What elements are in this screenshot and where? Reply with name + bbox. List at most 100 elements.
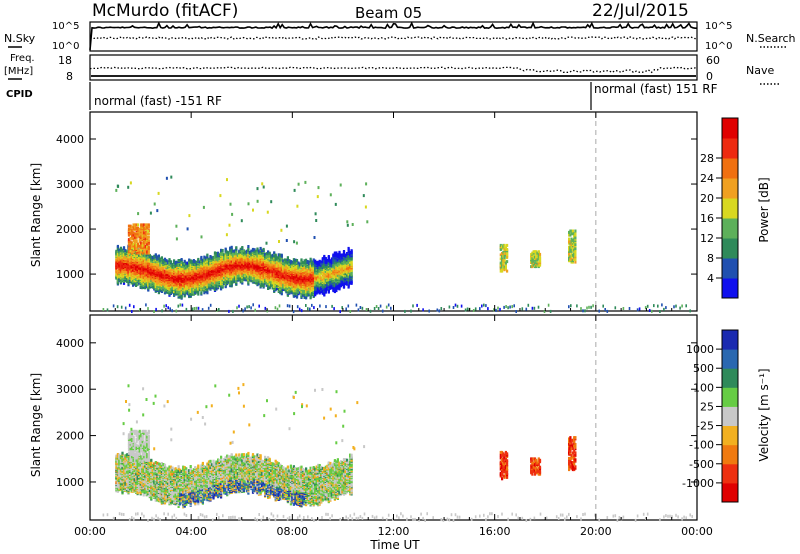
data-cell [156, 267, 159, 271]
data-cell [229, 261, 232, 265]
data-cell [233, 249, 236, 253]
data-cell [342, 284, 346, 288]
data-cell [180, 273, 183, 277]
data-cell [326, 278, 329, 282]
data-cell [262, 261, 265, 265]
data-cell [180, 278, 183, 282]
data-cell [163, 288, 167, 292]
data-cell [236, 253, 239, 256]
data-cell [203, 257, 206, 261]
data-cell [137, 234, 140, 238]
data-cell [148, 274, 151, 278]
data-cell [135, 232, 138, 236]
freq-lo-tick: 8 [66, 70, 73, 83]
data-cell [294, 292, 297, 296]
data-cell [147, 271, 150, 275]
data-cell [320, 283, 323, 287]
data-cell [262, 266, 265, 270]
data-cell [295, 259, 299, 262]
cpid-label: CPID [6, 89, 33, 100]
data-cell [244, 268, 247, 272]
station-title: McMurdo (fitACF) [92, 1, 238, 21]
data-cell [127, 281, 130, 285]
data-cell [135, 272, 138, 276]
data-cell [173, 268, 176, 272]
data-cell [130, 271, 133, 275]
data-cell [301, 268, 305, 271]
data-cell [236, 274, 239, 278]
data-cell [241, 258, 244, 262]
data-cell [176, 266, 179, 270]
data-cell [148, 258, 151, 262]
data-cell [169, 289, 173, 292]
beam-label: Beam 05 [355, 4, 422, 22]
data-cell [314, 259, 317, 263]
data-cell [308, 293, 311, 297]
data-cell [314, 262, 317, 266]
data-cell [118, 260, 121, 264]
data-cell [315, 287, 318, 291]
data-cell [195, 271, 198, 275]
data-cell [127, 283, 130, 287]
data-cell [327, 255, 330, 258]
data-cell [156, 280, 159, 284]
data-cell [162, 258, 165, 262]
data-cell [344, 272, 347, 276]
data-cell [192, 266, 195, 269]
data-cell [282, 259, 285, 263]
data-cell [180, 285, 183, 289]
data-cell [203, 291, 206, 295]
data-cell [277, 278, 280, 282]
data-cell [323, 292, 326, 296]
data-cell [332, 257, 335, 261]
data-cell [280, 280, 283, 284]
data-cell [229, 266, 232, 270]
data-cell [145, 278, 148, 282]
data-cell [150, 272, 153, 276]
data-cell [156, 271, 159, 275]
data-cell [298, 283, 302, 287]
data-cell [261, 249, 264, 253]
data-cell [274, 253, 277, 257]
data-cell [300, 258, 303, 262]
data-cell [177, 285, 180, 289]
data-cell [349, 275, 352, 279]
data-cell [300, 284, 303, 288]
data-cell [227, 256, 230, 260]
data-cell [215, 281, 218, 285]
data-cell [279, 253, 282, 257]
data-cell [291, 260, 294, 264]
data-cell [346, 273, 349, 277]
data-cell [289, 260, 292, 264]
data-cell [148, 261, 151, 265]
data-cell [242, 249, 245, 253]
data-cell [179, 263, 182, 266]
data-cell [185, 277, 188, 281]
data-cell [157, 277, 160, 281]
data-cell [160, 256, 163, 260]
data-cell [327, 274, 330, 278]
data-cell [209, 255, 212, 258]
data-cell [198, 271, 201, 275]
data-cell [301, 272, 305, 275]
data-cell [311, 292, 314, 295]
data-cell [349, 278, 352, 282]
data-cell [135, 223, 138, 227]
data-cell [346, 276, 349, 280]
data-cell [235, 246, 238, 250]
data-cell [148, 285, 151, 289]
data-cell [176, 260, 179, 264]
data-cell [140, 241, 143, 245]
data-cell [154, 278, 157, 281]
data-cell [268, 251, 271, 255]
data-cell [247, 247, 250, 250]
data-cell [241, 281, 244, 285]
data-cell [141, 267, 144, 271]
data-cell [332, 259, 335, 263]
data-cell [267, 269, 270, 273]
data-cell [207, 260, 211, 264]
data-cell [135, 256, 138, 260]
data-cell [253, 248, 256, 252]
data-cell [125, 278, 129, 281]
